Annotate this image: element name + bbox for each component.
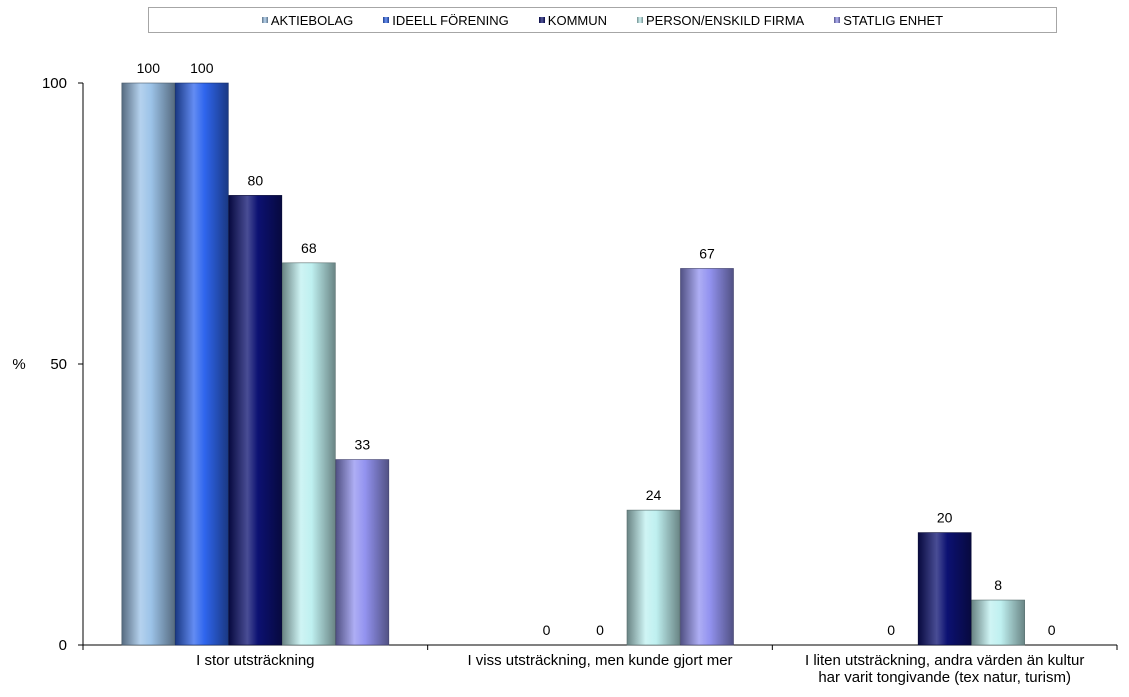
x-tick-label: I viss utsträckning, men kunde gjort mer (467, 652, 732, 669)
legend-item: IDEELL FÖRENING (383, 13, 509, 28)
data-label: 100 (137, 60, 161, 76)
data-label: 0 (887, 622, 895, 638)
legend-label: STATLIG ENHET (843, 12, 944, 28)
bar-person-enskild-firma-1 (282, 262, 336, 646)
legend-item: AKTIEBOLAG (261, 12, 354, 28)
y-tick-label: 100 (42, 75, 67, 92)
data-label: 0 (1048, 622, 1056, 638)
data-label: 80 (248, 172, 264, 188)
legend-item: KOMMUN (538, 12, 607, 28)
data-label: 68 (301, 240, 317, 256)
bar-person-enskild-firma-2 (626, 509, 681, 646)
data-label: 33 (355, 437, 371, 453)
y-axis-label: % (12, 356, 25, 373)
data-label: 8 (994, 577, 1002, 593)
bar-kommun-3 (917, 532, 972, 646)
bar-kommun-1 (228, 195, 283, 646)
y-tick-label: 50 (50, 356, 67, 373)
data-label: 20 (937, 510, 953, 526)
legend-label: IDEELL FÖRENING (392, 12, 509, 28)
legend-swatch (261, 17, 268, 23)
legend-item: PERSON/ENSKILD FIRMA (637, 13, 804, 28)
data-label: 0 (543, 622, 551, 638)
bar-statlig-enhet-1 (335, 459, 390, 646)
legend-swatch (834, 17, 841, 23)
bar-statlig-enhet-2 (680, 268, 734, 646)
x-tick-label: I stor utsträckning (196, 652, 314, 669)
data-label: 100 (190, 60, 214, 76)
x-tick-label: har varit tongivande (tex natur, turism) (818, 669, 1071, 686)
bar-aktiebolag-1 (121, 82, 176, 646)
data-label: 0 (596, 622, 604, 638)
data-label: 67 (699, 245, 715, 261)
legend-swatch (383, 17, 390, 23)
legend-item: STATLIG ENHET (834, 13, 943, 28)
legend-swatch (637, 17, 643, 23)
bar-person-enskild-firma-3 (971, 599, 1025, 646)
legend-swatch (538, 17, 545, 23)
x-tick-label: I liten utsträckning, andra värden än ku… (805, 652, 1084, 669)
legend-label: KOMMUN (547, 12, 607, 28)
y-tick-label: 0 (59, 637, 67, 654)
legend-label: AKTIEBOLAG (270, 12, 354, 28)
bar-ideell-f-rening-1 (175, 82, 229, 646)
legend-label: PERSON/ENSKILD FIRMA (646, 12, 805, 28)
data-label: 24 (646, 487, 662, 503)
legend: AKTIEBOLAG IDEELL FÖRENING KOMMUN PERSON/EN… (148, 7, 1057, 33)
